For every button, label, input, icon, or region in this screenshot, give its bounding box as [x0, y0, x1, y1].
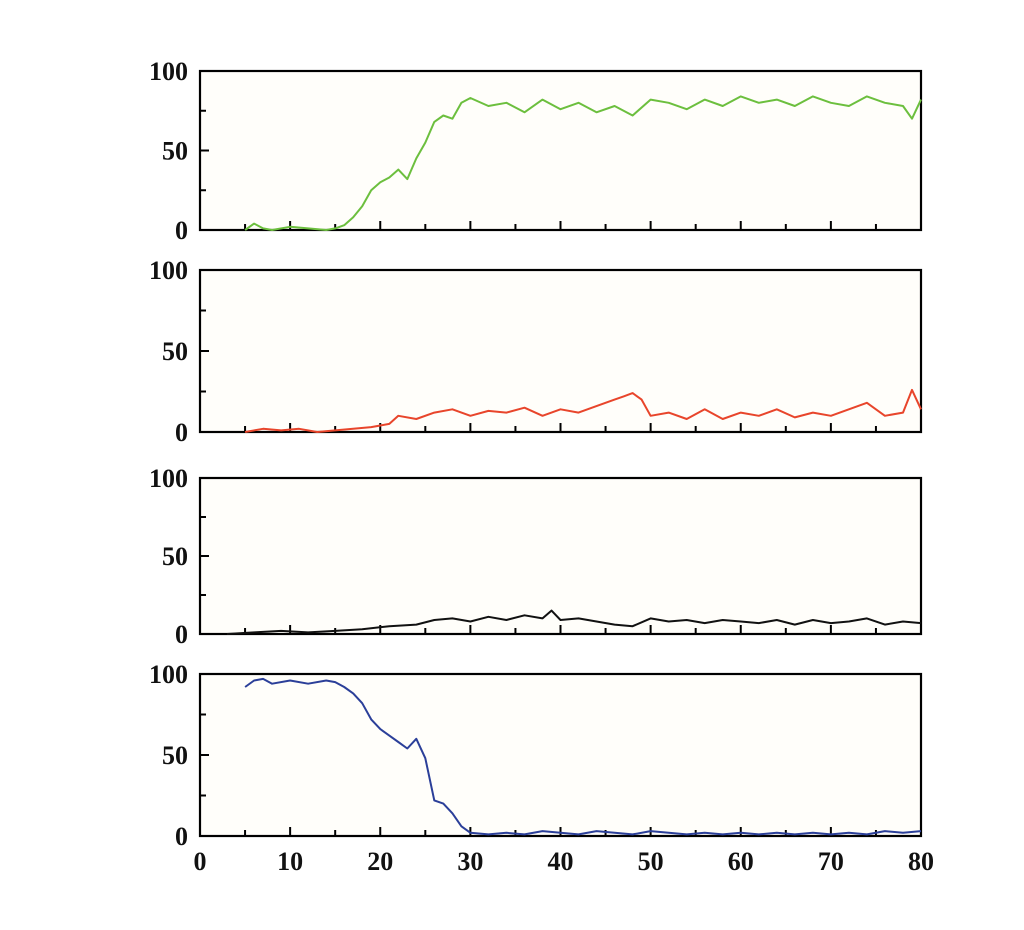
x-tick-label: 70: [818, 847, 844, 876]
y-tick-label: 50: [162, 741, 188, 770]
plot-frame: [198, 476, 923, 636]
series-line-3: [226, 609, 922, 635]
y-tick-label: 100: [149, 57, 188, 86]
x-tick-label: 0: [194, 847, 207, 876]
y-tick-label: 0: [175, 418, 188, 447]
x-tick-label: 60: [728, 847, 754, 876]
plot-frame: [198, 69, 923, 232]
plot-frame: [198, 672, 923, 838]
x-tick-label: 30: [457, 847, 483, 876]
x-tick-label: 80: [908, 847, 934, 876]
x-tick-label: 50: [638, 847, 664, 876]
y-tick-label: 50: [162, 337, 188, 366]
chart-panel-3: 0 50 100: [149, 464, 923, 649]
plot-frame: [198, 268, 923, 434]
y-tick-label: 100: [149, 660, 188, 689]
series-line-4: [244, 677, 922, 836]
x-tick-label: 10: [277, 847, 303, 876]
series-line-2: [244, 388, 922, 433]
y-tick-label: 100: [149, 256, 188, 285]
y-tick-label: 50: [162, 137, 188, 166]
x-tick-label: 40: [548, 847, 574, 876]
x-tick-label: 20: [367, 847, 393, 876]
chart-panel-1: 0 50 100: [149, 57, 923, 245]
chart-panel-2: 0 50 100: [149, 256, 923, 447]
y-tick-label: 100: [149, 464, 188, 493]
series-line-1: [244, 95, 922, 231]
chart-panel-4: 0 50 100 0 10 20 30 40 50 60 70 80: [149, 660, 934, 876]
y-tick-label: 50: [162, 542, 188, 571]
y-tick-label: 0: [175, 620, 188, 649]
y-tick-label: 0: [175, 822, 188, 851]
y-tick-label: 0: [175, 216, 188, 245]
